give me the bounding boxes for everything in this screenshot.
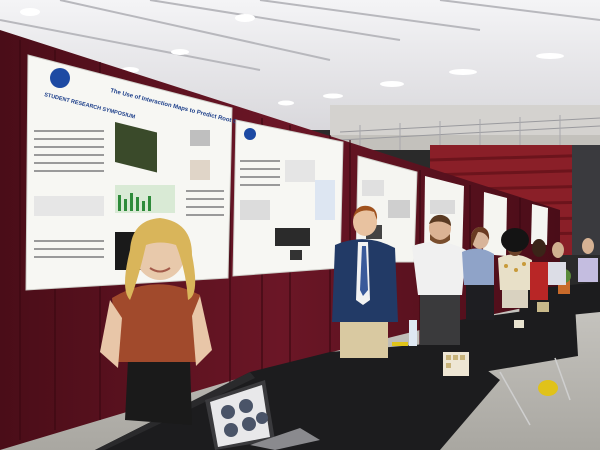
poster-3: [355, 155, 418, 263]
laptop: [205, 380, 320, 450]
poster-6: [531, 204, 548, 245]
person-4: [462, 226, 494, 320]
person-2: [332, 205, 398, 358]
person-8: [578, 238, 598, 282]
balcony: [330, 105, 600, 150]
table-front-items: [392, 320, 469, 376]
poster-2: [232, 119, 344, 277]
person-5: [498, 228, 532, 308]
ceiling-lights: [20, 8, 564, 106]
person-7: [548, 242, 566, 285]
person-3: [412, 214, 466, 345]
person-6: [530, 239, 548, 300]
person-1: [100, 218, 212, 425]
